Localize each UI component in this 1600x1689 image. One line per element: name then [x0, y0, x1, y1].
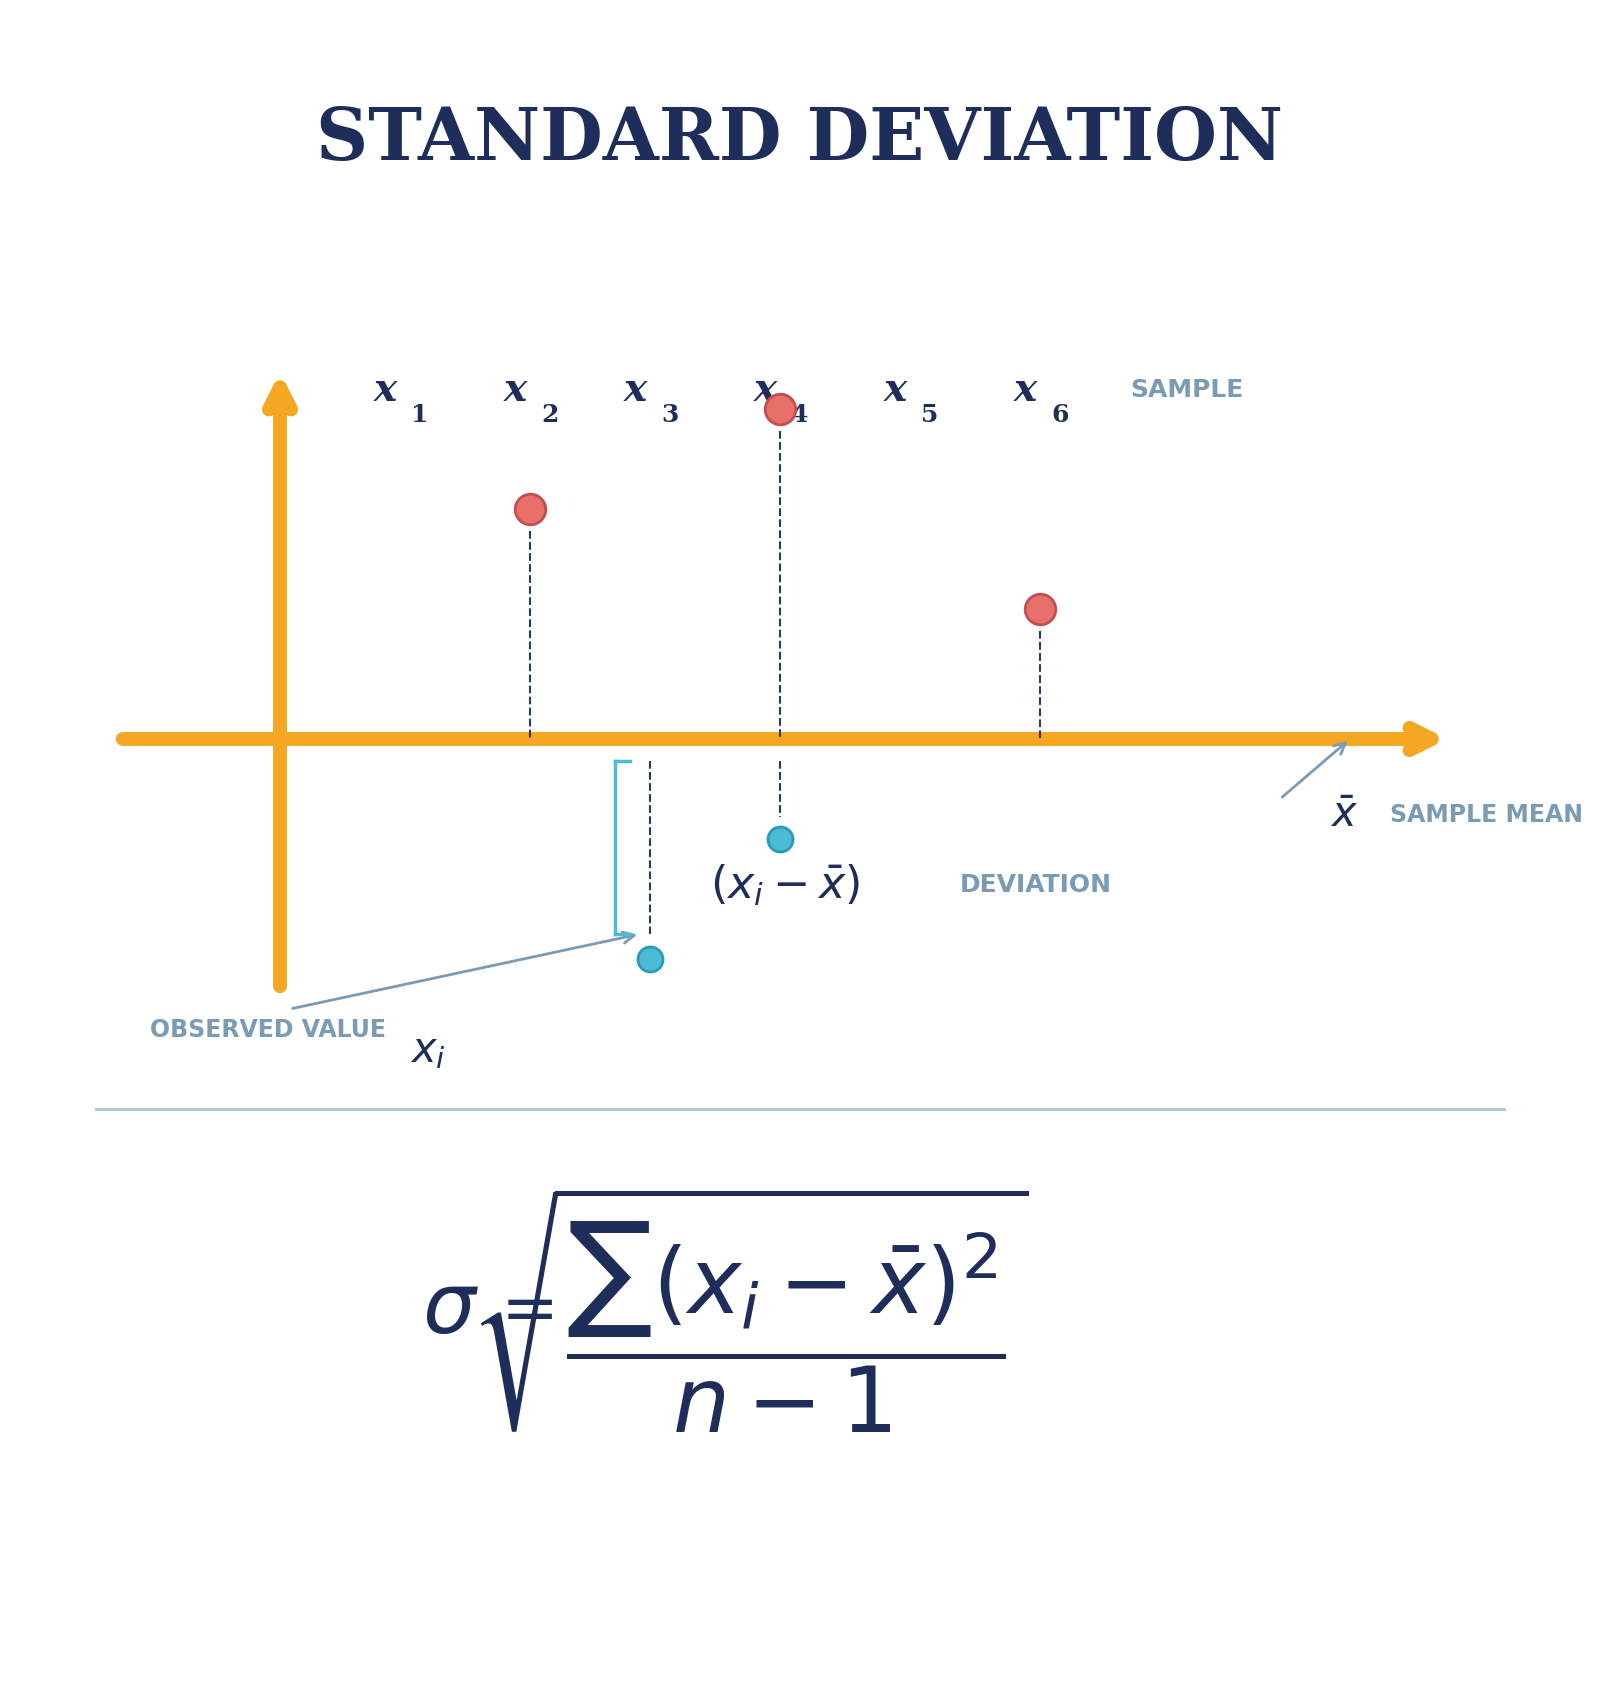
Text: $\sigma$: $\sigma$ — [421, 1268, 478, 1350]
Text: $\bar{x}$: $\bar{x}$ — [1330, 794, 1358, 836]
Text: 6: 6 — [1051, 402, 1069, 427]
Text: STANDARD DEVIATION: STANDARD DEVIATION — [317, 105, 1283, 176]
Text: 2: 2 — [541, 402, 558, 427]
Text: x: x — [754, 372, 776, 409]
Text: $\sqrt{\dfrac{\sum(x_i - \bar{x})^2}{n-1}}$: $\sqrt{\dfrac{\sum(x_i - \bar{x})^2}{n-1… — [472, 1184, 1029, 1434]
Text: 3: 3 — [661, 402, 678, 427]
Text: $x_i$: $x_i$ — [410, 1029, 446, 1071]
Text: x: x — [373, 372, 397, 409]
Text: x: x — [624, 372, 646, 409]
Text: 5: 5 — [922, 402, 939, 427]
Text: x: x — [504, 372, 526, 409]
Text: SAMPLE: SAMPLE — [1130, 378, 1243, 402]
Text: x: x — [883, 372, 907, 409]
Text: $(x_i - \bar{x})$: $(x_i - \bar{x})$ — [710, 861, 859, 907]
Text: $=$: $=$ — [486, 1277, 554, 1343]
Text: 1: 1 — [411, 402, 429, 427]
Text: OBSERVED VALUE: OBSERVED VALUE — [150, 1017, 386, 1042]
Text: SAMPLE MEAN: SAMPLE MEAN — [1390, 802, 1582, 826]
Text: x: x — [1013, 372, 1037, 409]
Text: 4: 4 — [792, 402, 808, 427]
Text: DEVIATION: DEVIATION — [960, 873, 1112, 897]
